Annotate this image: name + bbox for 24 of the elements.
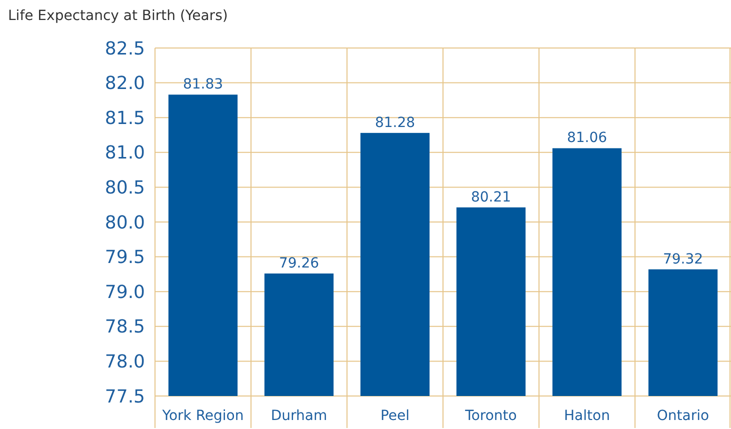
y-tick-label: 80.5	[104, 178, 145, 198]
y-tick-label: 82.0	[104, 73, 145, 94]
x-tick-label: Durham	[270, 408, 328, 424]
y-tick-label: 82.5	[104, 38, 145, 60]
y-tick-label: 78.0	[104, 352, 145, 372]
x-tick-label: Peel	[380, 408, 410, 424]
data-label: 81.28	[374, 114, 416, 131]
x-tick-label: Toronto	[464, 408, 517, 424]
y-tick-label: 77.5	[104, 386, 145, 408]
y-tick-label: 79.5	[104, 247, 145, 268]
y-tick-label: 81.0	[104, 142, 145, 164]
y-tick-label: 81.5	[104, 108, 145, 129]
x-tick-label: Halton	[564, 408, 610, 424]
data-label: 79.32	[662, 251, 704, 268]
data-label: 80.21	[470, 189, 512, 206]
y-tick-label: 79.0	[104, 282, 145, 303]
y-tick-label: 80.0	[104, 212, 145, 234]
data-label: 81.83	[182, 76, 224, 93]
data-label: 79.26	[278, 256, 320, 272]
x-tick-label: York Region	[161, 408, 244, 424]
data-label: 81.06	[566, 130, 608, 146]
chart-title: Life Expectancy at Birth (Years)	[8, 8, 228, 24]
x-tick-label: Ontario	[656, 408, 710, 424]
y-tick-label: 78.5	[104, 316, 145, 338]
